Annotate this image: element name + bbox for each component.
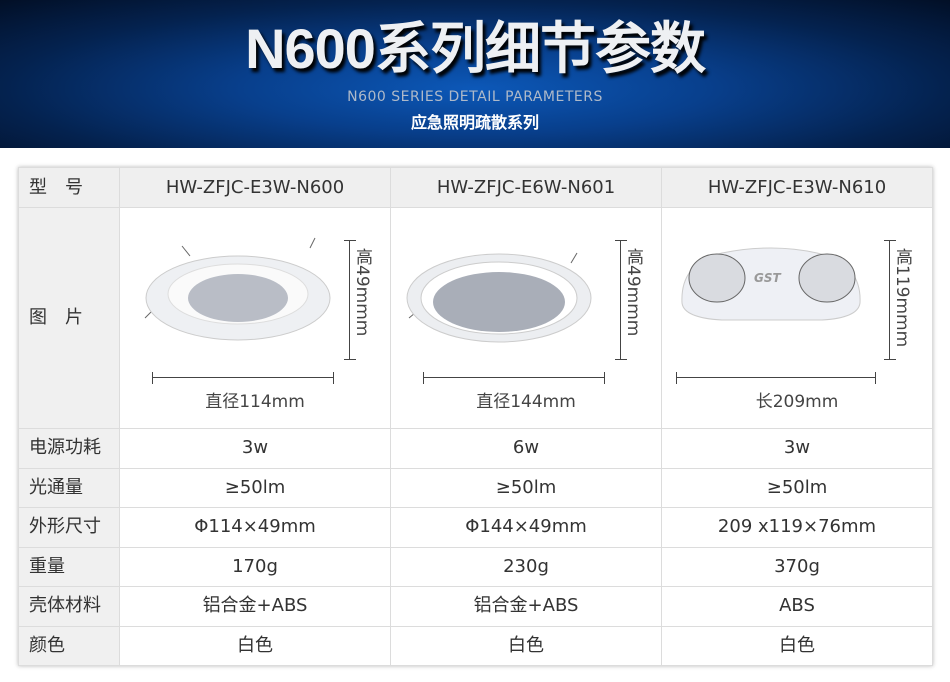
model-cell: HW-ZFJC-E3W-N600 — [119, 167, 391, 208]
row-label: 重量 — [18, 546, 120, 587]
value-cell: 230g — [390, 546, 662, 587]
downlight-n600-image — [144, 237, 331, 341]
value-cell: 白色 — [661, 625, 933, 666]
row-label: 光通量 — [18, 467, 120, 508]
value-cell: 209 x119×76mm — [661, 507, 933, 548]
gst-logo: GST — [754, 271, 781, 285]
width-caption: 长209mm — [755, 392, 839, 412]
height-dimension-line — [344, 240, 356, 360]
row-label: 电源功耗 — [18, 428, 120, 469]
table-row-model: 型 号 HW-ZFJC-E3W-N600 HW-ZFJC-E6W-N601 HW… — [18, 167, 933, 208]
value-cell: 170g — [119, 546, 391, 587]
value-cell: 铝合金+ABS — [119, 586, 391, 627]
table-row: 外形尺寸 Φ114×49mm Φ144×49mm 209 x119×76mm — [18, 507, 933, 548]
value-cell: 3w — [661, 428, 933, 469]
picture-cell: GST 长209mm 高119mmm — [661, 207, 933, 429]
banner: N600系列细节参数 N600 SERIES DETAIL PARAMETERS… — [0, 0, 950, 148]
width-dimension-line — [152, 372, 334, 384]
row-label: 图 片 — [18, 207, 120, 429]
width-caption: 直径144mm — [476, 392, 576, 412]
banner-tagline: 应急照明疏散系列 — [410, 113, 539, 132]
twin-head-emergency-light-image: GST — [681, 247, 861, 321]
value-cell: 3w — [119, 428, 391, 469]
value-cell: 白色 — [119, 625, 391, 666]
height-dimension-line — [884, 240, 896, 360]
value-cell: 6w — [390, 428, 662, 469]
table-row: 颜色 白色 白色 白色 — [18, 625, 933, 666]
spec-table: 型 号 HW-ZFJC-E3W-N600 HW-ZFJC-E6W-N601 HW… — [18, 167, 933, 666]
table-row: 重量 170g 230g 370g — [18, 546, 933, 587]
height-caption: 高49mmm — [352, 248, 372, 337]
value-cell: Φ114×49mm — [119, 507, 391, 548]
row-label: 颜色 — [18, 625, 120, 666]
value-cell: Φ144×49mm — [390, 507, 662, 548]
picture-cell: 直径144mm 高49mmm — [390, 207, 662, 429]
row-label: 壳体材料 — [18, 586, 120, 627]
table-row-picture: 图 片 直径114mm 高49mmm 直径144mm 高49mmm GST 长2… — [18, 207, 933, 429]
banner-subtitle: N600 SERIES DETAIL PARAMETERS — [347, 89, 603, 105]
downlight-n601-image — [406, 252, 592, 343]
row-label: 型 号 — [18, 167, 120, 208]
width-dimension-line — [423, 372, 605, 384]
picture-cell: 直径114mm 高49mmm — [119, 207, 391, 429]
model-cell: HW-ZFJC-E6W-N601 — [390, 167, 662, 208]
value-cell: ≥50lm — [119, 467, 391, 508]
table-row: 壳体材料 铝合金+ABS 铝合金+ABS ABS — [18, 586, 933, 627]
table-row: 电源功耗 3w 6w 3w — [18, 428, 933, 469]
height-caption: 高119mmm — [892, 248, 912, 348]
value-cell: ≥50lm — [661, 467, 933, 508]
value-cell: ABS — [661, 586, 933, 627]
width-dimension-line — [676, 372, 876, 384]
value-cell: ≥50lm — [390, 467, 662, 508]
height-caption: 高49mmm — [623, 248, 643, 337]
value-cell: 白色 — [390, 625, 662, 666]
value-cell: 铝合金+ABS — [390, 586, 662, 627]
value-cell: 370g — [661, 546, 933, 587]
model-cell: HW-ZFJC-E3W-N610 — [661, 167, 933, 208]
banner-title: N600系列细节参数 — [245, 17, 706, 80]
table-row: 光通量 ≥50lm ≥50lm ≥50lm — [18, 467, 933, 508]
width-caption: 直径114mm — [205, 392, 305, 412]
row-label: 外形尺寸 — [18, 507, 120, 548]
height-dimension-line — [615, 240, 627, 360]
